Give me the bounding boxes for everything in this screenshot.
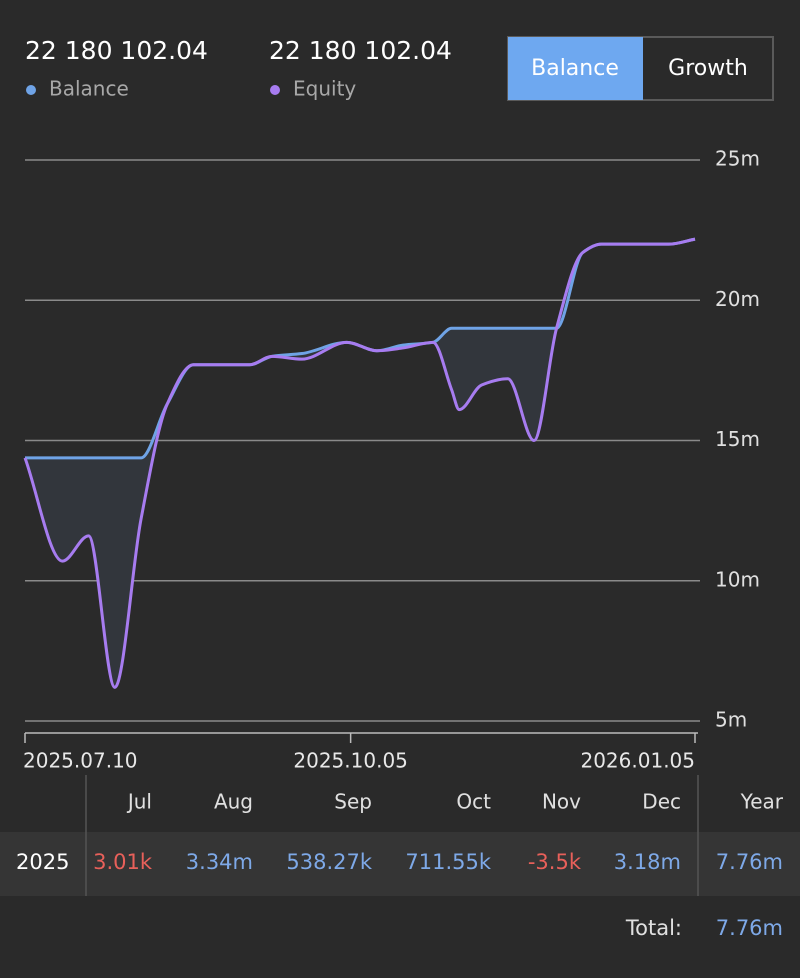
total-value: 7.76m xyxy=(716,916,783,940)
column-header: Aug xyxy=(214,790,253,814)
equity-label: Equity xyxy=(293,77,356,101)
column-header: Year xyxy=(740,790,784,814)
table-cell: 3.01k xyxy=(93,850,153,874)
row-label: 2025 xyxy=(16,850,69,874)
y-tick-label: 5m xyxy=(715,708,747,732)
column-header: Nov xyxy=(542,790,581,814)
tab-balance[interactable] xyxy=(508,37,643,100)
drawdown-area xyxy=(25,239,695,688)
y-tick-label: 25m xyxy=(715,147,760,171)
x-tick-label: 2025.10.05 xyxy=(293,749,408,773)
balance-label: Balance xyxy=(49,77,129,101)
x-tick-label: 2026.01.05 xyxy=(580,749,695,773)
x-tick-label: 2025.07.10 xyxy=(23,749,138,773)
table-cell: 711.55k xyxy=(405,850,491,874)
table-cell: 3.18m xyxy=(614,850,681,874)
column-header: Jul xyxy=(126,790,152,814)
column-header: Dec xyxy=(642,790,681,814)
tab-growth-label[interactable]: Growth xyxy=(668,56,748,81)
column-header: Sep xyxy=(334,790,372,814)
y-tick-label: 15m xyxy=(715,427,760,451)
total-label: Total: xyxy=(625,916,682,940)
table-row-band xyxy=(0,832,800,896)
equity-dot xyxy=(270,85,280,95)
equity-value: 22 180 102.04 xyxy=(269,36,452,65)
table-cell: -3.5k xyxy=(528,850,582,874)
series-line xyxy=(25,237,696,460)
table-cell: 3.34m xyxy=(186,850,253,874)
table: Jul Aug Sep Oct Nov Dec Year 2025 3.01k 3.34m 538.… xyxy=(16,790,784,875)
balance-value: 22 180 102.04 xyxy=(25,36,208,65)
y-tick-label: 10m xyxy=(715,567,760,591)
series-line xyxy=(23,237,696,689)
tab-balance-label[interactable]: Balance xyxy=(531,56,619,81)
chart: 5m 10m 15m 20m 25m 2025.07.10 2025.10.05 2026.0… xyxy=(23,147,760,773)
y-tick-label: 20m xyxy=(715,287,760,311)
table-cell: 7.76m xyxy=(716,850,783,874)
table-cell: 538.27k xyxy=(286,850,372,874)
balance-dot xyxy=(26,85,36,95)
column-header: Oct xyxy=(456,790,491,814)
